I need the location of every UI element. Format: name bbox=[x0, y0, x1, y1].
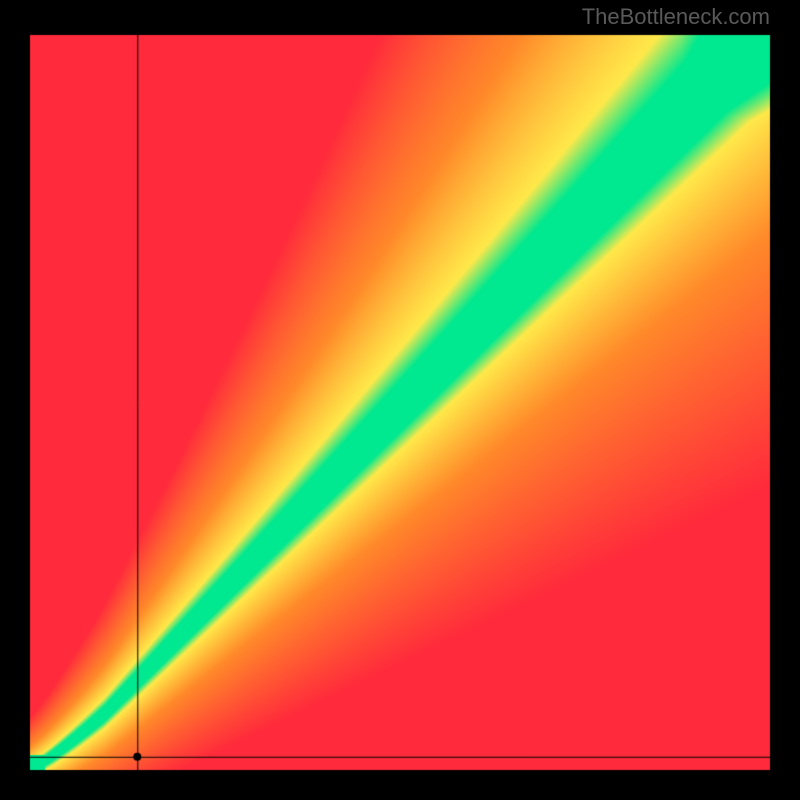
chart-root: TheBottleneck.com bbox=[0, 0, 800, 800]
bottleneck-heatmap bbox=[0, 0, 800, 800]
watermark-text: TheBottleneck.com bbox=[582, 4, 770, 30]
